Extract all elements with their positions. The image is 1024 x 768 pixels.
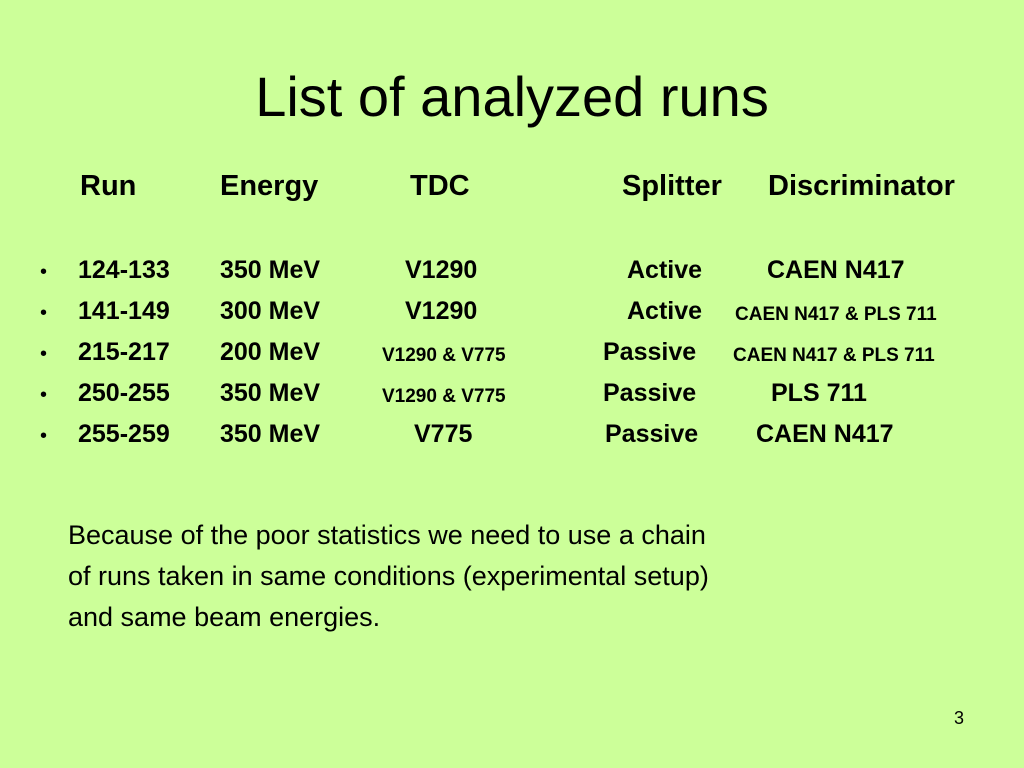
bullet: • [40,425,48,447]
splitter-cell: Active [627,256,703,284]
discriminator-cell: PLS 711 [771,379,867,407]
splitter-cell: Active [627,297,703,325]
run-cell: 215-217 [78,338,170,366]
bullet: • [40,384,48,406]
run-cell: 124-133 [78,256,170,284]
bullet: • [40,343,48,365]
run-cell: 255-259 [78,420,170,448]
splitter-cell: Passive [603,379,697,407]
energy-cell: 300 MeV [220,297,321,325]
note-line: and same beam energies. [68,602,381,632]
header-tdc: TDC [410,170,470,202]
tdc-cell: V1290 & V775 [382,386,506,407]
tdc-cell: V1290 [405,256,478,284]
tdc-cell: V1290 & V775 [382,345,506,366]
note-line: of runs taken in same conditions (experi… [68,561,709,591]
energy-cell: 350 MeV [220,379,321,407]
run-cell: 250-255 [78,379,170,407]
note-line: Because of the poor statistics we need t… [68,520,706,550]
splitter-cell: Passive [603,338,697,366]
bullet: • [40,302,48,324]
discriminator-cell: CAEN N417 [756,420,894,448]
header-run: Run [80,170,137,202]
header-energy: Energy [220,170,319,202]
run-cell: 141-149 [78,297,170,325]
tdc-cell: V1290 [405,297,478,325]
page-number: 3 [953,708,964,728]
header-splitter: Splitter [622,170,722,202]
discriminator-cell: CAEN N417 [767,256,905,284]
tdc-cell: V775 [414,420,473,448]
energy-cell: 200 MeV [220,338,321,366]
header-discriminator: Discriminator [768,170,955,202]
note-paragraph: Because of the poor statistics we need t… [68,515,928,638]
energy-cell: 350 MeV [220,420,321,448]
splitter-cell: Passive [605,420,699,448]
slide-title: List of analyzed runs [255,65,769,128]
energy-cell: 350 MeV [220,256,321,284]
discriminator-cell: CAEN N417 & PLS 711 [735,304,937,325]
bullet: • [40,261,48,283]
discriminator-cell: CAEN N417 & PLS 711 [733,345,935,366]
